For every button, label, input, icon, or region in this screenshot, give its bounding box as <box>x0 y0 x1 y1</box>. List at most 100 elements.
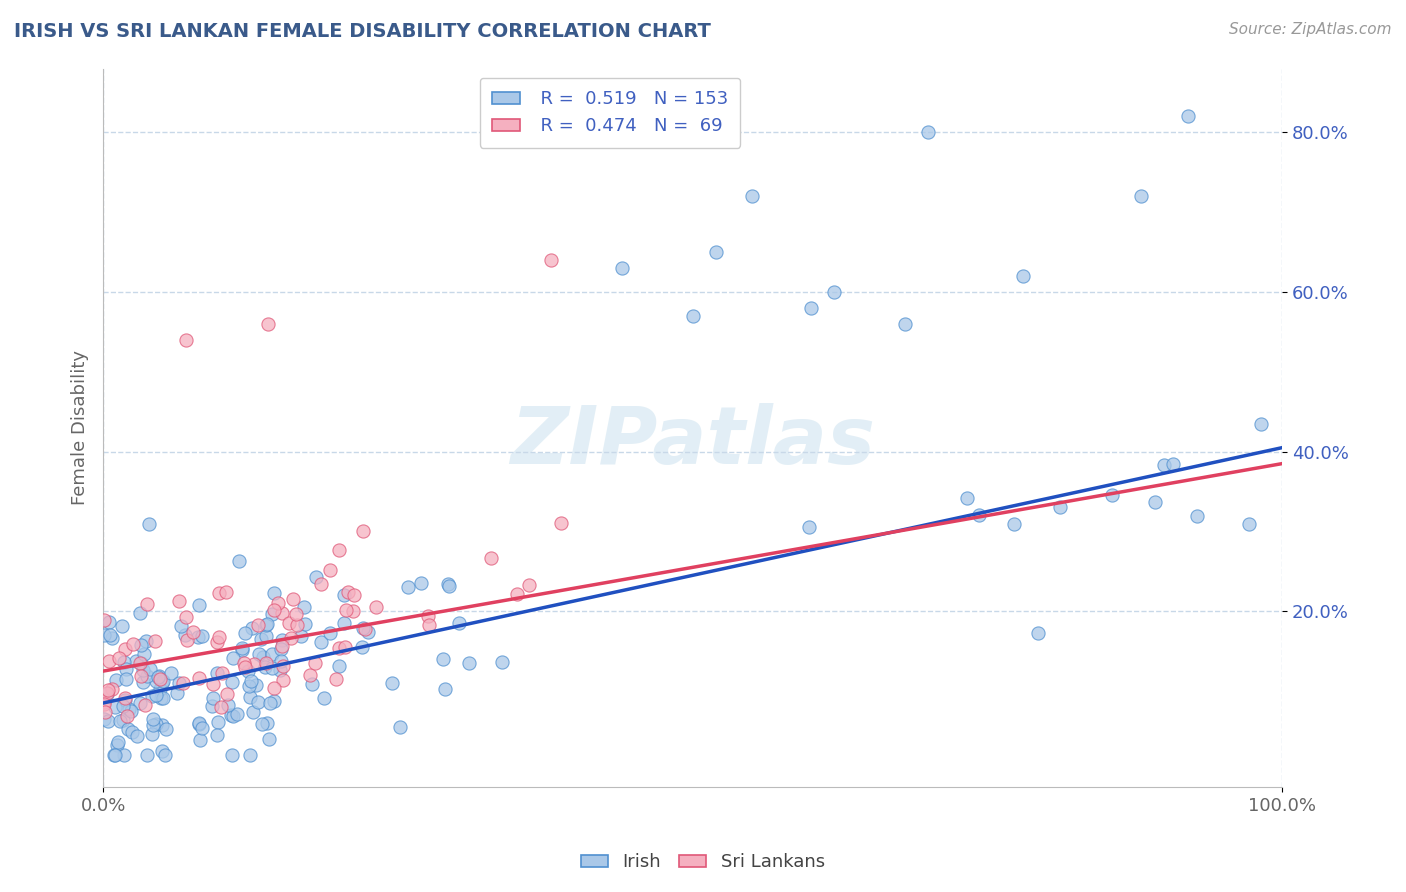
Point <box>207 585 229 599</box>
Point <box>228 554 250 568</box>
Point <box>169 594 191 608</box>
Point <box>335 603 357 617</box>
Point <box>136 597 159 611</box>
Point <box>209 700 232 714</box>
Point <box>172 676 194 690</box>
Point <box>325 672 347 686</box>
Point <box>294 617 316 632</box>
Point <box>120 704 142 718</box>
Point <box>221 674 243 689</box>
Point <box>145 688 167 702</box>
Point <box>215 686 238 700</box>
Point <box>107 735 129 749</box>
Point <box>142 712 165 726</box>
Point <box>247 617 270 632</box>
Point <box>173 628 195 642</box>
Point <box>1002 516 1025 531</box>
Point <box>290 629 312 643</box>
Point <box>153 747 176 762</box>
Point <box>281 592 304 607</box>
Point <box>231 643 253 657</box>
Point <box>314 690 336 705</box>
Point <box>221 651 243 665</box>
Point <box>271 639 294 653</box>
Point <box>256 715 278 730</box>
Point <box>148 670 170 684</box>
Point <box>129 696 152 710</box>
Point <box>409 575 432 590</box>
Point <box>201 677 224 691</box>
Point <box>142 718 165 732</box>
Point <box>111 699 134 714</box>
Point <box>284 607 307 621</box>
Point <box>97 615 120 630</box>
Point <box>247 648 270 662</box>
Point <box>145 673 167 688</box>
Point <box>190 722 212 736</box>
Point <box>134 647 156 661</box>
Point <box>129 656 152 670</box>
Point <box>252 717 274 731</box>
Point <box>299 668 322 682</box>
Point <box>104 699 127 714</box>
Point <box>250 632 273 647</box>
Point <box>823 285 845 299</box>
Point <box>96 687 118 701</box>
Point <box>260 607 283 621</box>
Point <box>166 686 188 700</box>
Point <box>188 733 211 747</box>
Point <box>257 317 280 331</box>
Point <box>263 681 285 695</box>
Point <box>381 675 404 690</box>
Point <box>271 607 294 621</box>
Point <box>93 628 115 642</box>
Point <box>239 690 262 704</box>
Point <box>342 603 364 617</box>
Point <box>187 630 209 644</box>
Point <box>148 669 170 683</box>
Point <box>104 747 127 762</box>
Point <box>243 657 266 672</box>
Point <box>129 638 152 652</box>
Point <box>1049 500 1071 515</box>
Point <box>1143 494 1166 508</box>
Point <box>187 715 209 730</box>
Point <box>236 664 259 678</box>
Point <box>112 747 135 762</box>
Point <box>311 634 333 648</box>
Point <box>121 725 143 739</box>
Point <box>280 632 302 646</box>
Point <box>211 665 233 680</box>
Point <box>682 309 704 323</box>
Point <box>269 663 291 677</box>
Point <box>437 578 460 592</box>
Point <box>155 722 177 736</box>
Point <box>263 586 285 600</box>
Point <box>97 654 120 668</box>
Point <box>207 715 229 730</box>
Point <box>131 663 153 677</box>
Point <box>176 632 198 647</box>
Point <box>301 677 323 691</box>
Point <box>160 666 183 681</box>
Point <box>215 585 238 599</box>
Point <box>218 698 240 713</box>
Point <box>114 691 136 706</box>
Point <box>1239 517 1261 532</box>
Point <box>437 577 460 591</box>
Point <box>240 674 263 689</box>
Point <box>136 669 159 683</box>
Point <box>122 637 145 651</box>
Point <box>1161 457 1184 471</box>
Point <box>135 633 157 648</box>
Point <box>1177 110 1199 124</box>
Text: Source: ZipAtlas.com: Source: ZipAtlas.com <box>1229 22 1392 37</box>
Point <box>540 253 562 268</box>
Point <box>115 672 138 686</box>
Point <box>550 516 572 530</box>
Point <box>125 729 148 743</box>
Point <box>270 633 292 648</box>
Point <box>305 570 328 584</box>
Point <box>108 714 131 729</box>
Point <box>366 600 388 615</box>
